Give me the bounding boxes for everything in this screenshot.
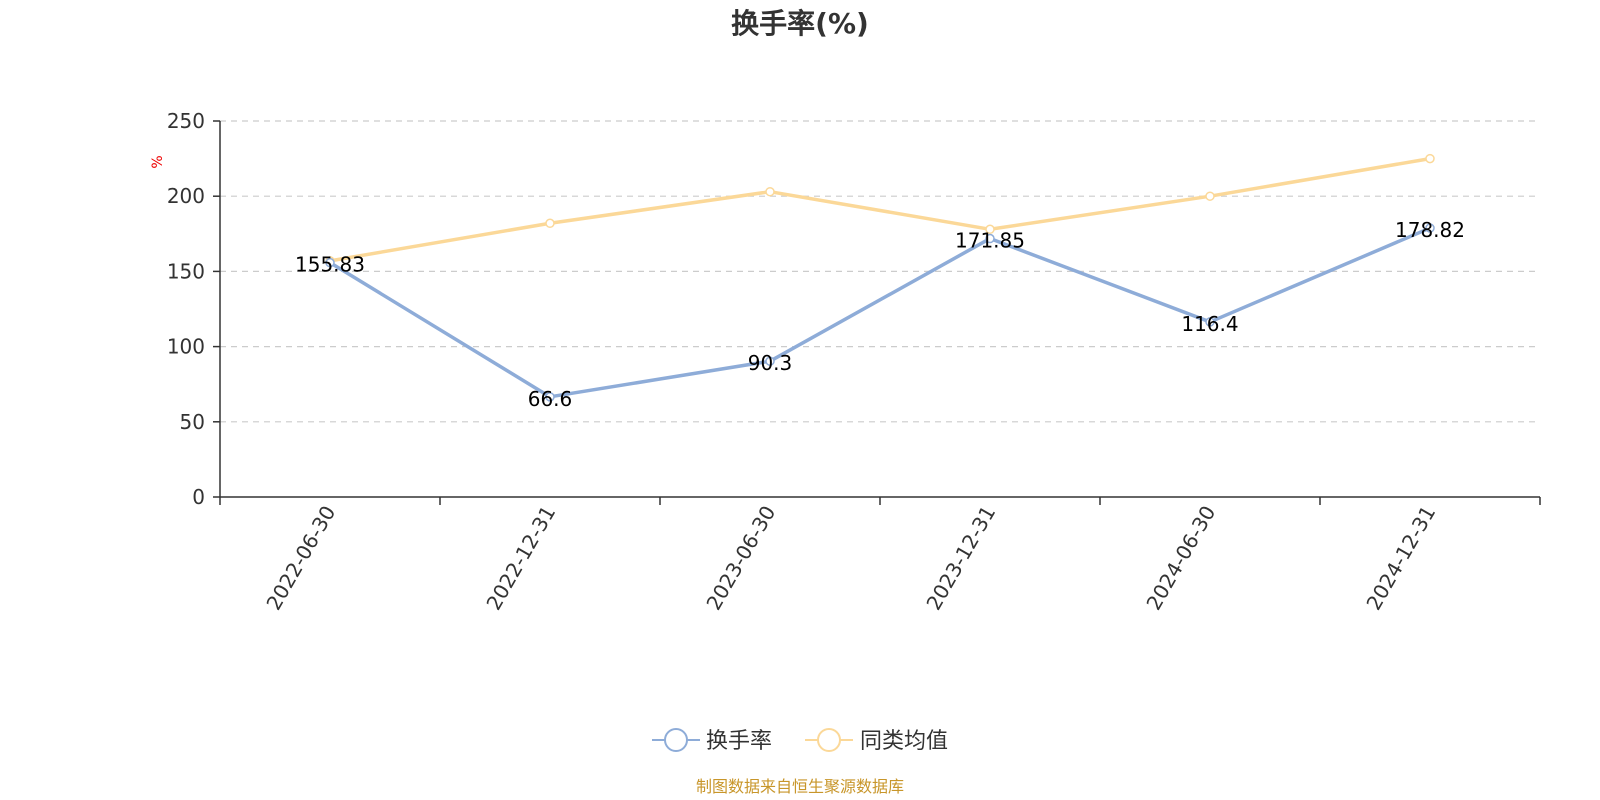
- y-tick-label: 100: [167, 335, 205, 359]
- data-label: 66.6: [528, 387, 573, 411]
- legend-marker-1[interactable]: [817, 728, 841, 752]
- series-point-0: [325, 257, 335, 268]
- y-tick-label: 0: [192, 485, 205, 509]
- data-label: 155.83: [295, 253, 365, 277]
- x-tick-label: 2024-06-30: [1141, 502, 1220, 615]
- series-line-1: [329, 156, 1431, 263]
- x-axis-ticks: 2022-06-30 2022-12-31 2023-06-30 2023-12-31…: [219, 497, 1541, 615]
- y-tick-label: 150: [167, 259, 205, 283]
- data-label: 171.85: [955, 229, 1025, 253]
- y-tick-label: 250: [167, 109, 205, 133]
- data-labels: 155.83 66.6 90.3 171.85 116.4 178.82: [295, 218, 1465, 411]
- legend-label-0[interactable]: 换手率: [706, 729, 772, 754]
- series-point-1: [985, 224, 995, 235]
- legend-label-1[interactable]: 同类均值: [860, 729, 948, 754]
- series-point-0: [1425, 223, 1435, 233]
- source-note: 制图数据来自恒生聚源数据库: [696, 777, 904, 796]
- series-point-1: [765, 186, 775, 197]
- y-axis-unit: %: [150, 155, 166, 168]
- chart-title: 换手率(%): [731, 7, 869, 40]
- legend-marker-0[interactable]: [664, 728, 688, 752]
- series-point-0: [545, 392, 555, 402]
- y-tick-label: 50: [180, 410, 205, 434]
- series-line-0: [329, 226, 1431, 399]
- series-point-0: [765, 356, 775, 366]
- data-label: 90.3: [748, 351, 793, 375]
- series-point-1: [545, 218, 555, 229]
- series-group: [325, 153, 1435, 402]
- x-tick-label: 2024-12-31: [1361, 502, 1440, 615]
- y-tick-label: 200: [167, 184, 205, 208]
- series-point-1: [1205, 191, 1215, 201]
- x-tick-label: 2023-06-30: [701, 502, 780, 615]
- y-axis-ticks: 0 50 100 150 200 250: [167, 109, 220, 509]
- series-point-1: [1425, 153, 1435, 164]
- x-tick-label: 2023-12-31: [921, 502, 1000, 615]
- series-point-0: [1205, 317, 1215, 327]
- series-point-0: [985, 233, 995, 244]
- gridlines: [220, 120, 1540, 423]
- legend[interactable]: 换手率 同类均值: [652, 728, 948, 754]
- data-label: 116.4: [1181, 312, 1238, 336]
- axes: [219, 121, 1540, 498]
- data-label: 178.82: [1395, 218, 1465, 242]
- x-tick-label: 2022-06-30: [261, 502, 340, 615]
- x-tick-label: 2022-12-31: [481, 502, 560, 615]
